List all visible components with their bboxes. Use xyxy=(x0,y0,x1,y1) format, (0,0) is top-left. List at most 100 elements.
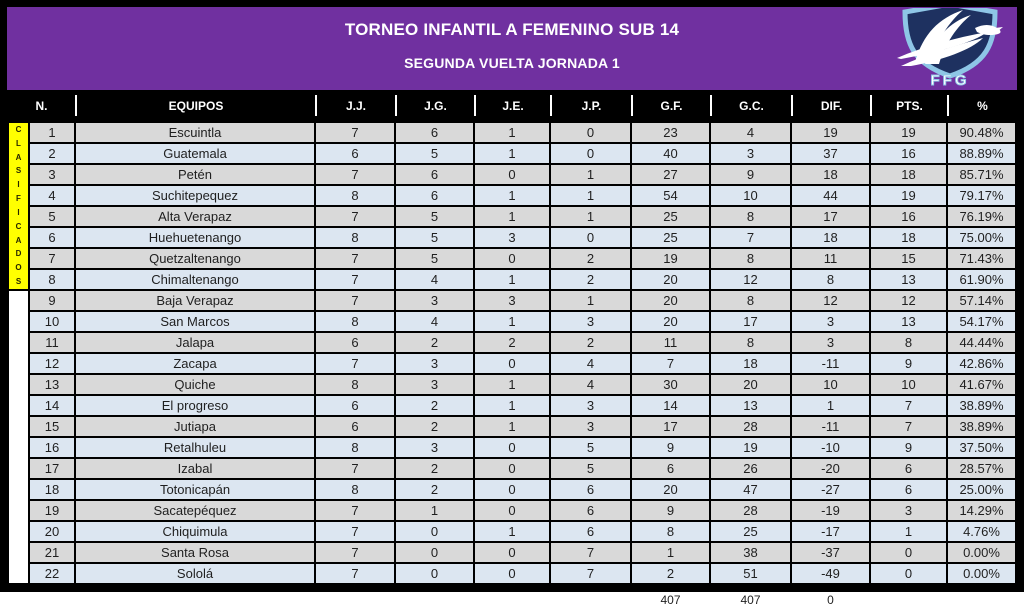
stat-cell: 37 xyxy=(792,144,869,163)
clasificados-letter: S xyxy=(15,166,22,176)
clasificados-letter: I xyxy=(17,207,20,217)
stat-cell: 3 xyxy=(551,396,630,415)
stat-cell: 11 xyxy=(632,333,709,352)
stat-cell: 7 xyxy=(316,123,394,142)
stat-cell: 10 xyxy=(871,375,946,394)
stat-cell: 19 xyxy=(871,186,946,205)
stat-cell: 25 xyxy=(632,228,709,247)
clasificados-letter: A xyxy=(15,235,22,245)
stat-cell: 1 xyxy=(475,186,549,205)
stat-cell: 7 xyxy=(632,354,709,373)
stat-cell: 40 xyxy=(632,144,709,163)
stat-cell: 0 xyxy=(475,249,549,268)
stat-cell: 41.67% xyxy=(948,375,1015,394)
stat-cell: 3 xyxy=(396,438,473,457)
team-name-cell: Chimaltenango xyxy=(76,270,314,289)
stat-cell: 1 xyxy=(475,144,549,163)
stat-cell: 1 xyxy=(871,522,946,541)
team-name-cell: Jutiapa xyxy=(76,417,314,436)
rank-cell: 20 xyxy=(30,522,74,541)
ffg-logo-text: FFG xyxy=(931,72,970,88)
stat-cell: 38.89% xyxy=(948,396,1015,415)
stat-cell: 25 xyxy=(632,207,709,226)
stat-cell: 2 xyxy=(551,249,630,268)
team-name-cell: Petén xyxy=(76,165,314,184)
stat-cell: 25.00% xyxy=(948,480,1015,499)
stat-cell: -19 xyxy=(792,501,869,520)
stat-cell: 3 xyxy=(792,333,869,352)
stat-cell: 57.14% xyxy=(948,291,1015,310)
stat-cell: 0 xyxy=(551,228,630,247)
stat-cell: 2 xyxy=(396,396,473,415)
rank-cell: 18 xyxy=(30,480,74,499)
stat-cell: 16 xyxy=(871,144,946,163)
stat-cell: 28 xyxy=(711,417,790,436)
clasificados-letter: A xyxy=(15,152,22,162)
total-gc: 407 xyxy=(740,593,761,607)
stat-cell: 4 xyxy=(711,123,790,142)
column-header-jj: J.J. xyxy=(315,90,396,121)
stat-cell: -37 xyxy=(792,543,869,562)
stat-cell: 0 xyxy=(475,459,549,478)
team-name-cell: Izabal xyxy=(76,459,314,478)
stat-cell: 79.17% xyxy=(948,186,1015,205)
clasificados-letter: D xyxy=(15,249,22,259)
rank-cell: 14 xyxy=(30,396,74,415)
stat-cell: 3 xyxy=(551,312,630,331)
unclassified-strip xyxy=(9,291,28,583)
team-name-cell: San Marcos xyxy=(76,312,314,331)
round-subtitle: SEGUNDA VUELTA JORNADA 1 xyxy=(404,55,620,71)
rank-cell: 22 xyxy=(30,564,74,583)
rank-cell: 15 xyxy=(30,417,74,436)
stat-cell: 8 xyxy=(871,333,946,352)
stat-cell: 6 xyxy=(316,144,394,163)
team-name-cell: Escuintla xyxy=(76,123,314,142)
stat-cell: 1 xyxy=(475,312,549,331)
stat-cell: -10 xyxy=(792,438,869,457)
stat-cell: -27 xyxy=(792,480,869,499)
stat-cell: 6 xyxy=(396,123,473,142)
stat-cell: 9 xyxy=(632,501,709,520)
total-gf: 407 xyxy=(660,593,681,607)
stat-cell: 8 xyxy=(316,312,394,331)
stat-cell: 5 xyxy=(396,228,473,247)
team-name-cell: Sololá xyxy=(76,564,314,583)
column-header-: % xyxy=(947,90,1017,121)
stat-cell: 23 xyxy=(632,123,709,142)
stat-cell: 6 xyxy=(871,480,946,499)
stat-cell: 5 xyxy=(396,249,473,268)
stat-cell: 7 xyxy=(871,396,946,415)
stat-cell: 0 xyxy=(475,480,549,499)
dove-icon xyxy=(897,10,1003,66)
stat-cell: 19 xyxy=(632,249,709,268)
stat-cell: 25 xyxy=(711,522,790,541)
stat-cell: 7 xyxy=(551,543,630,562)
stat-cell: 12 xyxy=(871,291,946,310)
stat-cell: 3 xyxy=(396,354,473,373)
stat-cell: 47 xyxy=(711,480,790,499)
column-header-jp: J.P. xyxy=(550,90,632,121)
team-name-cell: Jalapa xyxy=(76,333,314,352)
stat-cell: 8 xyxy=(316,228,394,247)
stat-cell: 20 xyxy=(632,480,709,499)
stat-cell: 8 xyxy=(316,438,394,457)
stat-cell: 0 xyxy=(475,501,549,520)
stat-cell: -11 xyxy=(792,417,869,436)
stat-cell: 20 xyxy=(632,270,709,289)
stat-cell: 10 xyxy=(711,186,790,205)
stat-cell: 7 xyxy=(316,354,394,373)
stat-cell: 3 xyxy=(475,228,549,247)
clasificados-letter: O xyxy=(15,263,22,273)
team-name-cell: Suchitepequez xyxy=(76,186,314,205)
stat-cell: 10 xyxy=(792,375,869,394)
stat-cell: 20 xyxy=(711,375,790,394)
stat-cell: 0 xyxy=(871,564,946,583)
team-name-cell: Zacapa xyxy=(76,354,314,373)
team-name-cell: Alta Verapaz xyxy=(76,207,314,226)
stat-cell: 6 xyxy=(551,522,630,541)
stat-cell: 37.50% xyxy=(948,438,1015,457)
stat-cell: 19 xyxy=(792,123,869,142)
stat-cell: 3 xyxy=(792,312,869,331)
stat-cell: 2 xyxy=(551,270,630,289)
